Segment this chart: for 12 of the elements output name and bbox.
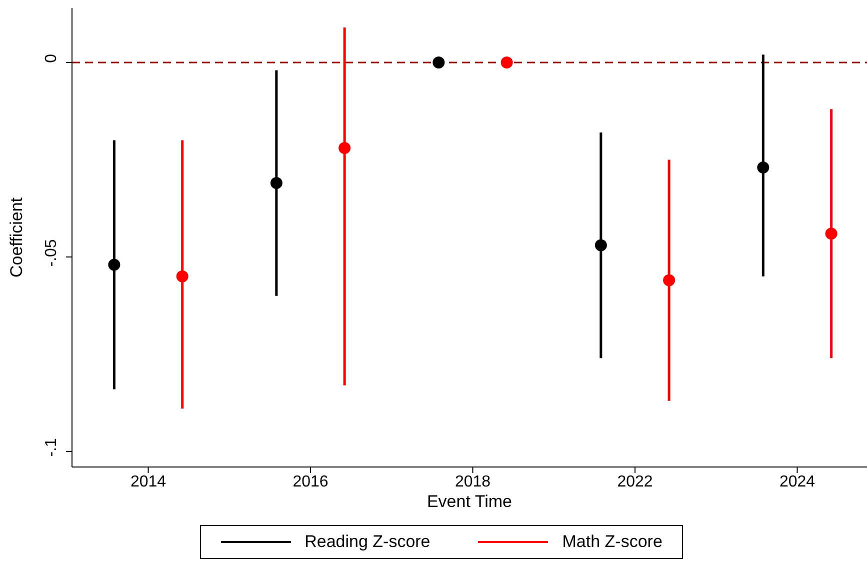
x-tick-label: 2014 [130, 473, 166, 490]
y-tick-label: -.05 [43, 239, 60, 267]
x-tick-label: 2022 [617, 473, 653, 490]
y-axis-title: Coefficient [7, 197, 26, 278]
y-tick-label: 0 [43, 54, 60, 63]
legend-label: Reading Z-score [304, 532, 430, 552]
x-tick-label: 2016 [292, 473, 328, 490]
x-axis-title: Event Time [426, 492, 512, 511]
y-tick-label: -.1 [43, 438, 60, 457]
x-tick-label: 2018 [454, 473, 491, 490]
legend-label: Math Z-score [561, 532, 662, 552]
x-tick-label: 2024 [779, 473, 816, 490]
